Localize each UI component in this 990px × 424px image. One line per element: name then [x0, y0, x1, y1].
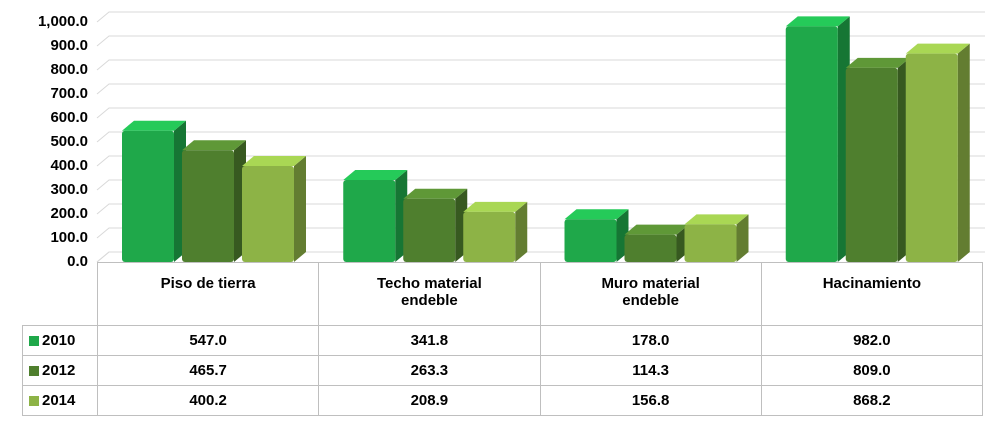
table-value: 178.0 [539, 325, 762, 356]
bar [905, 53, 958, 262]
bar-top [564, 209, 629, 220]
grid-line [96, 59, 985, 71]
value-label: 547.0 [189, 332, 227, 349]
category-header: Piso de tierra [97, 262, 320, 326]
bar [785, 26, 838, 262]
bar [182, 150, 234, 262]
bar-top [122, 120, 186, 131]
bar [463, 211, 516, 262]
category-header: Muro material endeble [539, 262, 762, 326]
bar-top [624, 224, 689, 235]
y-tick-label: 200.0 [50, 205, 88, 222]
legend-key [29, 395, 39, 406]
bar-top [785, 16, 850, 27]
y-tick-label: 800.0 [50, 61, 88, 78]
bar-top [845, 57, 910, 68]
table-value: 809.0 [760, 355, 983, 386]
bar-side [294, 155, 306, 262]
bar-top [242, 155, 306, 166]
table-value: 114.3 [539, 355, 762, 386]
value-label: 341.8 [410, 332, 449, 349]
bar [845, 67, 898, 262]
bar [624, 234, 677, 262]
x-tick-label: Techo material endeble [376, 275, 482, 309]
y-tick-label: 600.0 [50, 109, 88, 126]
table-value: 547.0 [97, 325, 320, 356]
y-tick-label: 0.0 [67, 253, 88, 270]
value-label: 809.0 [853, 362, 891, 379]
x-tick-label: Hacinamiento [822, 275, 922, 292]
value-label: 208.9 [410, 392, 449, 409]
grid-line [96, 203, 985, 215]
table-value: 868.2 [760, 385, 983, 416]
bar [684, 224, 737, 262]
y-tick-label: 1,000.0 [38, 13, 88, 30]
table-value: 263.3 [318, 355, 541, 386]
bar-top [343, 169, 408, 180]
legend-entry: 2012 [22, 355, 98, 386]
value-label: 868.2 [853, 392, 891, 409]
legend-label: 2012 [42, 362, 76, 379]
bar-top [182, 140, 246, 151]
value-label: 114.3 [632, 362, 669, 379]
bar [403, 198, 456, 262]
table-value: 982.0 [760, 325, 983, 356]
grid-line [96, 155, 985, 167]
y-tick-label: 700.0 [50, 85, 88, 102]
y-tick-label: 900.0 [50, 37, 88, 54]
bar [242, 165, 294, 262]
y-tick-label: 500.0 [50, 133, 88, 150]
legend-entry: 2014 [22, 385, 98, 416]
table-value: 341.8 [318, 325, 541, 356]
value-label: 178.0 [631, 332, 670, 349]
value-label: 263.3 [410, 362, 449, 379]
bar-top [684, 214, 749, 225]
grid-line [96, 107, 985, 119]
grid-line [96, 35, 985, 47]
grid-line [96, 11, 985, 23]
y-tick-label: 400.0 [50, 157, 88, 174]
table-value: 156.8 [539, 385, 762, 416]
bar-side [515, 201, 528, 262]
category-header: Hacinamiento [760, 262, 983, 326]
bar [564, 219, 617, 262]
legend-key [29, 365, 39, 376]
value-label: 156.8 [631, 392, 670, 409]
value-label: 400.2 [189, 392, 227, 409]
bar-side [957, 43, 970, 262]
legend-label: 2014 [42, 392, 76, 409]
bar [122, 130, 174, 262]
table-value: 208.9 [318, 385, 541, 416]
x-tick-label: Piso de tierra [160, 275, 256, 292]
bar-top [905, 43, 970, 54]
y-tick-label: 300.0 [50, 181, 88, 198]
y-tick-label: 100.0 [50, 229, 88, 246]
category-header: Techo material endeble [318, 262, 541, 326]
x-tick-label: Muro material endeble [601, 275, 700, 309]
bar-side [736, 214, 749, 262]
table-value: 465.7 [97, 355, 320, 386]
bar-top [403, 188, 468, 199]
legend-key [29, 335, 39, 346]
legend-entry: 2010 [22, 325, 98, 356]
grid-line [96, 179, 985, 191]
table-value: 400.2 [97, 385, 320, 416]
grid-line [96, 131, 985, 143]
grid-line [96, 83, 985, 95]
bar-top [463, 201, 528, 212]
legend-label: 2010 [42, 332, 76, 349]
value-label: 465.7 [189, 362, 227, 379]
value-label: 982.0 [853, 332, 891, 349]
bar [343, 179, 396, 262]
